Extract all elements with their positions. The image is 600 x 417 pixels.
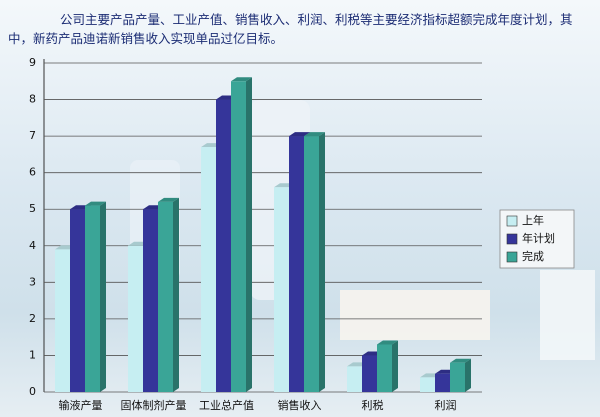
bar [158, 201, 173, 392]
y-tick-label: 0 [29, 385, 36, 398]
bar [450, 362, 465, 392]
bar-side [465, 358, 471, 392]
bar [55, 249, 70, 392]
y-tick-label: 3 [29, 275, 36, 288]
bar [435, 373, 450, 392]
legend-swatch [506, 233, 518, 245]
x-tick-label: 固体制剂产量 [121, 398, 187, 412]
caption: 公司主要产品产量、工业产值、销售收入、利润、利税等主要经济指标超额完成年度计划，… [8, 12, 573, 46]
bar [143, 209, 158, 392]
y-tick-label: 8 [29, 93, 36, 106]
legend-swatch [506, 251, 518, 263]
x-tick-label: 利润 [435, 398, 457, 412]
bar [274, 187, 289, 392]
bar [216, 99, 231, 393]
bar-side [173, 197, 179, 392]
bar [304, 136, 319, 392]
x-tick-label: 销售收入 [278, 398, 322, 412]
box [540, 270, 595, 360]
bar-top [85, 201, 106, 206]
bar [377, 344, 392, 392]
legend-swatch [506, 215, 518, 227]
bar-top [304, 132, 325, 137]
legend-label: 完成 [522, 249, 544, 263]
x-tick-label: 工业总产值 [199, 398, 254, 412]
y-tick-label: 7 [29, 129, 36, 142]
bar [201, 147, 216, 392]
y-tick-label: 5 [29, 202, 36, 215]
x-tick-label: 利税 [362, 398, 384, 412]
legend-label: 上年 [522, 213, 544, 227]
x-tick-label: 输液产量 [59, 398, 103, 412]
box [340, 290, 490, 340]
bar-top [231, 77, 252, 82]
bar-side [319, 132, 325, 392]
bar-side [100, 201, 106, 392]
y-tick-label: 4 [29, 239, 36, 252]
bar [70, 209, 85, 392]
bar-top [289, 132, 310, 137]
y-tick-label: 1 [29, 348, 36, 361]
bar [362, 355, 377, 392]
legend-label: 年计划 [522, 231, 555, 245]
bar-side [246, 77, 252, 393]
bar-side [392, 340, 398, 392]
bar [347, 366, 362, 392]
bar [231, 81, 246, 393]
y-tick-label: 2 [29, 312, 36, 325]
bar [420, 377, 435, 392]
bar-top [377, 340, 398, 345]
bar-top [450, 358, 471, 363]
bar [128, 245, 143, 392]
y-tick-label: 9 [29, 56, 36, 69]
y-tick-label: 6 [29, 166, 36, 179]
bar [289, 136, 304, 392]
bar [85, 205, 100, 392]
bar-top [158, 197, 179, 202]
